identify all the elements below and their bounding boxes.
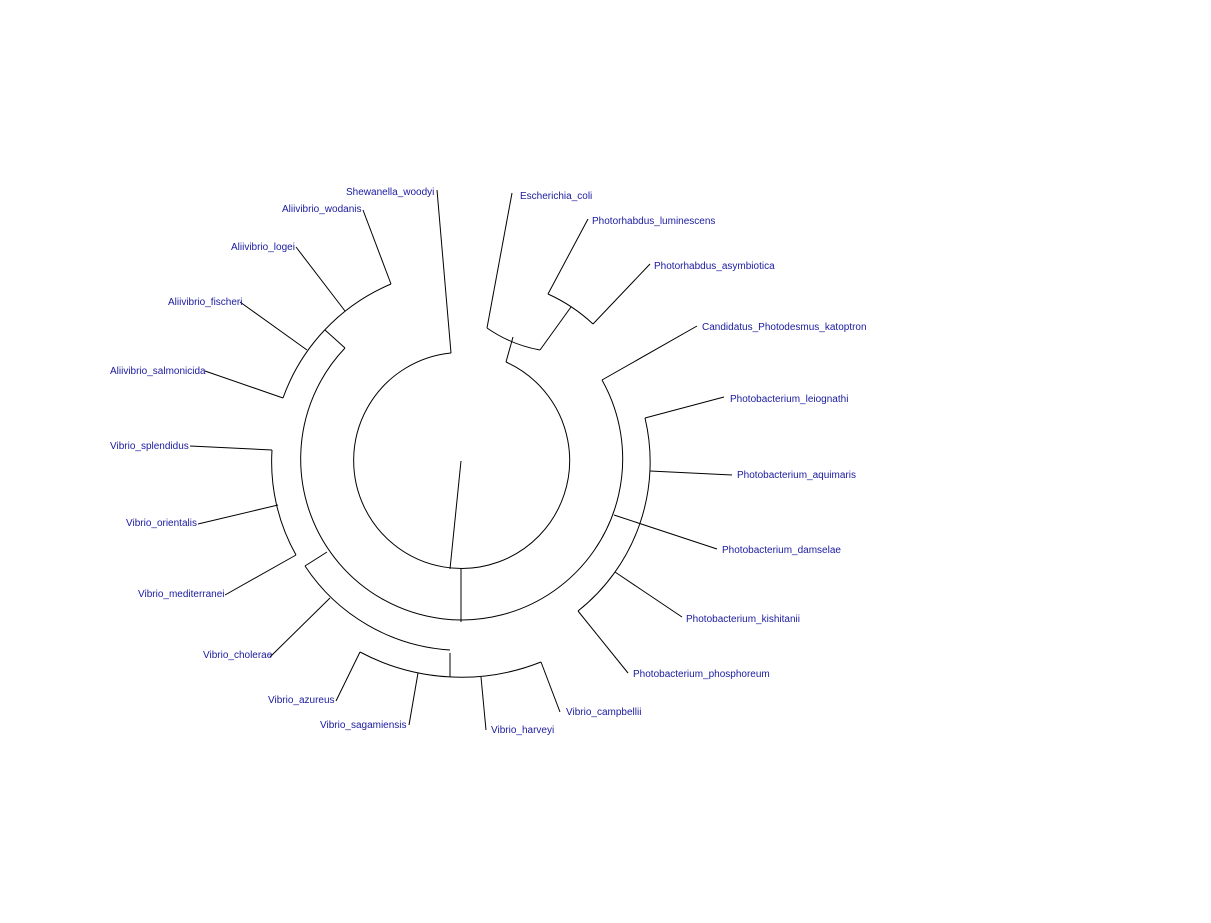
leaf-label: Vibrio_mediterranei (138, 589, 225, 600)
leaf-label: Vibrio_azureus (268, 695, 335, 706)
branch-vmed (224, 554, 297, 596)
leaf-label: Photorhabdus_asymbiotica (654, 261, 775, 272)
branch-pdams (613, 514, 718, 550)
branch-photorhabdus-stem (539, 306, 572, 351)
branch-arc-vibrio-core (304, 565, 451, 651)
branch-vori (197, 504, 279, 525)
branch-arc-vibrio-harveyi (359, 651, 542, 678)
branch-ecoli (486, 192, 513, 329)
leaf-label: Aliivibrio_salmonicida (110, 366, 206, 377)
leaf-label: Vibrio_orientalis (126, 518, 197, 529)
branch-paqui (649, 470, 733, 476)
root-branch (449, 460, 462, 570)
leaf-label: Aliivibrio_fischeri (168, 297, 243, 308)
branch-vibrio-link (304, 551, 328, 567)
leaf-label: Escherichia_coli (520, 191, 593, 202)
leaf-label: Vibrio_splendidus (110, 441, 189, 452)
leaf-label: Photobacterium_kishitanii (686, 614, 800, 625)
branch-pkish (614, 571, 683, 618)
leaf-label: Photorhabdus_luminescens (592, 216, 716, 227)
branch-candidatus (601, 325, 698, 381)
leaf-label: Photobacterium_phosphoreum (633, 669, 770, 680)
branch-vchol (269, 597, 331, 658)
branch-arc-vibrionaceae (300, 347, 624, 621)
branch-asalm (204, 370, 284, 399)
branch-arc-root (353, 352, 571, 569)
branch-vazur (335, 651, 361, 702)
branch-afisch (239, 301, 308, 351)
leaf-label: Aliivibrio_wodanis (282, 204, 362, 215)
leaf-label: Vibrio_sagamiensis (320, 720, 407, 731)
branch-alog (295, 246, 346, 312)
tree-branches (189, 189, 733, 731)
leaf-label: Vibrio_campbellii (566, 707, 642, 718)
leaf-label: Photobacterium_leiognathi (730, 394, 849, 405)
branch-arc-entero (486, 327, 541, 351)
branch-shewanella (436, 189, 452, 354)
leaf-label: Shewanella_woodyi (346, 187, 435, 198)
leaf-label: Aliivibrio_logei (231, 242, 295, 253)
leaf-label: Photobacterium_damselae (722, 545, 841, 556)
branch-vcamp (540, 661, 561, 713)
leaf-label: Vibrio_harveyi (491, 725, 555, 736)
branch-vharv (480, 676, 487, 731)
branch-arc-photobacterium (577, 417, 651, 612)
branch-vsaga (408, 672, 419, 726)
branch-pasy (592, 263, 651, 325)
leaf-label: Vibrio_cholerae (203, 650, 273, 661)
branch-arc-vibrio-spl (271, 449, 297, 556)
leaf-label: Photobacterium_aquimaris (737, 470, 856, 481)
branch-arc-aliivibrio (282, 283, 392, 399)
branch-aliivibrio-stem (324, 329, 346, 349)
branch-awod (362, 209, 392, 285)
leaf-label: Candidatus_Photodesmus_katoptron (702, 322, 867, 333)
branch-pphos (577, 610, 629, 674)
branch-plum (547, 218, 589, 295)
branch-vspl (189, 445, 273, 451)
branch-pleio (644, 396, 725, 419)
branch-arc-photorhabdus (547, 293, 594, 325)
